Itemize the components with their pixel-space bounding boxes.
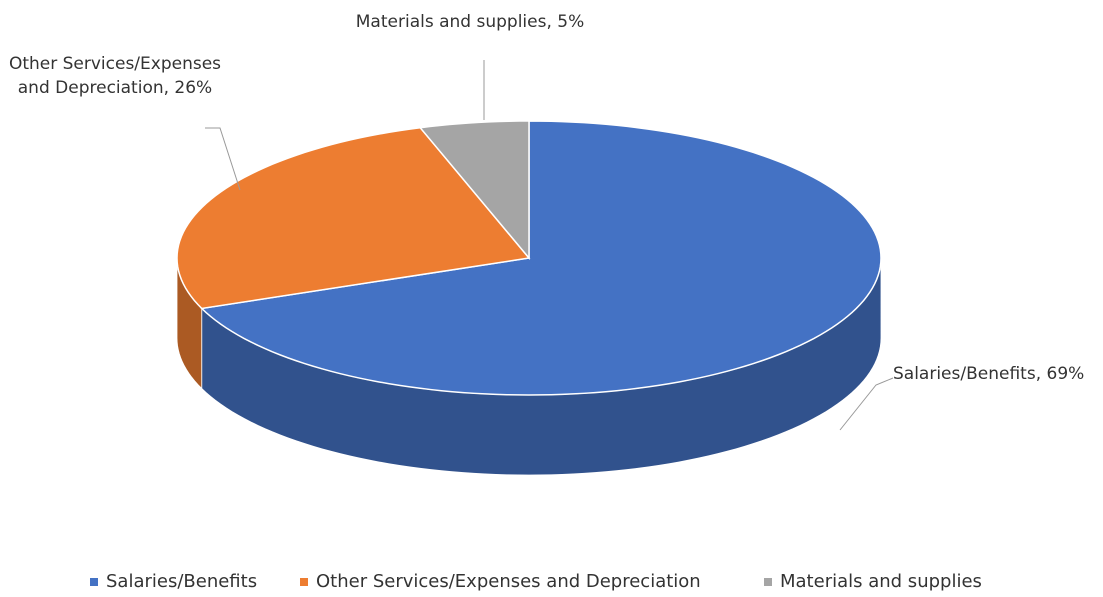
- legend-item: Other Services/Expenses and Depreciation: [300, 571, 701, 592]
- legend-label: Other Services/Expenses and Depreciation: [316, 571, 701, 592]
- leader-line: [839, 377, 894, 431]
- legend-swatch: [300, 578, 308, 586]
- data-label: Materials and supplies, 5%: [355, 12, 585, 32]
- leader-line: [205, 127, 241, 191]
- legend-swatch: [764, 578, 772, 586]
- data-label: Salaries/Benefits, 69%: [893, 364, 1085, 384]
- legend-swatch: [90, 578, 98, 586]
- pie-slice: [418, 120, 530, 261]
- legend-item: Salaries/Benefits: [90, 571, 257, 592]
- legend-item: Materials and supplies: [764, 571, 982, 592]
- pie-slice: [200, 120, 882, 396]
- pie-slice: [176, 126, 531, 310]
- legend-label: Salaries/Benefits: [106, 571, 258, 592]
- legend-label: Materials and supplies: [780, 571, 982, 592]
- data-label: Other Services/Expenses and Depreciation…: [8, 54, 222, 98]
